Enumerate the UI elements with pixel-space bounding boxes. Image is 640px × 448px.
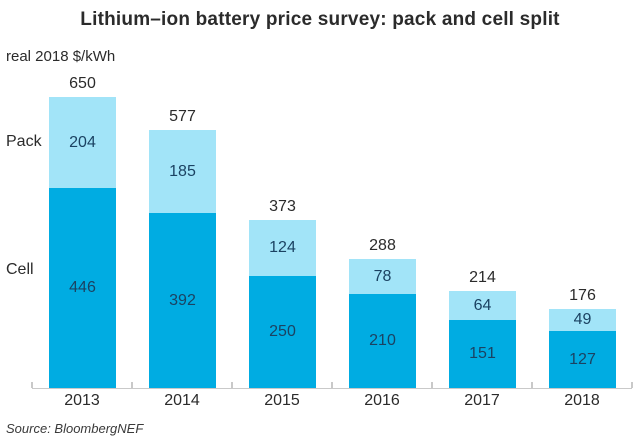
x-axis-tick — [231, 382, 233, 388]
chart-title: Lithium–ion battery price survey: pack a… — [80, 9, 560, 30]
bar-2014: 185 392 — [149, 130, 216, 388]
bar-value-pack: 124 — [269, 239, 296, 256]
bar-segment-cell: 392 — [149, 213, 216, 388]
bar-segment-pack: 49 — [549, 309, 616, 331]
x-axis-tick — [631, 382, 633, 388]
bar-value-cell: 127 — [569, 350, 596, 368]
bar-value-pack: 204 — [69, 133, 96, 151]
bar-total-label: 577 — [169, 108, 196, 125]
series-label-pack: Pack — [6, 133, 42, 150]
y-axis-unit-label: real 2018 $/kWh — [6, 48, 116, 65]
bar-segment-pack: 64 — [449, 291, 516, 320]
bar-total-label: 650 — [69, 75, 96, 92]
bar-value-pack: 49 — [573, 311, 592, 328]
bar-2018: 49 127 — [549, 309, 616, 388]
bar-segment-cell: 446 — [49, 188, 116, 388]
x-axis-tick — [431, 382, 433, 388]
x-axis-tick — [31, 382, 33, 388]
x-axis-tick — [531, 382, 533, 388]
series-label-cell: Cell — [6, 261, 34, 278]
x-axis-label: 2018 — [564, 392, 600, 409]
bar-segment-pack: 78 — [349, 259, 416, 294]
x-axis-line — [32, 388, 632, 389]
bar-segment-pack: 185 — [149, 130, 216, 213]
bar-segment-cell: 210 — [349, 294, 416, 388]
bar-2013: 204 446 — [49, 97, 116, 388]
x-axis-label: 2017 — [464, 392, 500, 409]
bar-value-cell: 210 — [369, 332, 396, 349]
x-axis-label: 2013 — [64, 392, 100, 409]
bar-value-pack: 64 — [473, 296, 492, 314]
bar-total-label: 176 — [569, 287, 596, 304]
bar-value-cell: 151 — [469, 345, 496, 362]
bar-value-cell: 250 — [269, 323, 296, 340]
bar-total-label: 214 — [469, 269, 496, 286]
bar-segment-pack: 124 — [249, 220, 316, 276]
bar-value-pack: 78 — [373, 267, 392, 285]
bar-value-pack: 185 — [169, 162, 196, 180]
bar-value-cell: 392 — [169, 291, 196, 309]
bar-total-label: 373 — [269, 198, 296, 215]
bar-segment-pack: 204 — [49, 97, 116, 188]
x-axis-label: 2016 — [364, 392, 400, 409]
bar-2016: 78 210 — [349, 259, 416, 388]
bar-value-cell: 446 — [69, 279, 96, 296]
source-credit: Source: BloombergNEF — [6, 421, 144, 436]
bar-segment-cell: 250 — [249, 276, 316, 388]
bar-2017: 64 151 — [449, 291, 516, 388]
x-axis-label: 2014 — [164, 392, 200, 409]
bar-segment-cell: 151 — [449, 320, 516, 388]
bar-2015: 124 250 — [249, 220, 316, 388]
x-axis-label: 2015 — [264, 392, 300, 409]
x-axis-tick — [131, 382, 133, 388]
bar-total-label: 288 — [369, 237, 396, 254]
bar-segment-cell: 127 — [549, 331, 616, 388]
x-axis-tick — [331, 382, 333, 388]
